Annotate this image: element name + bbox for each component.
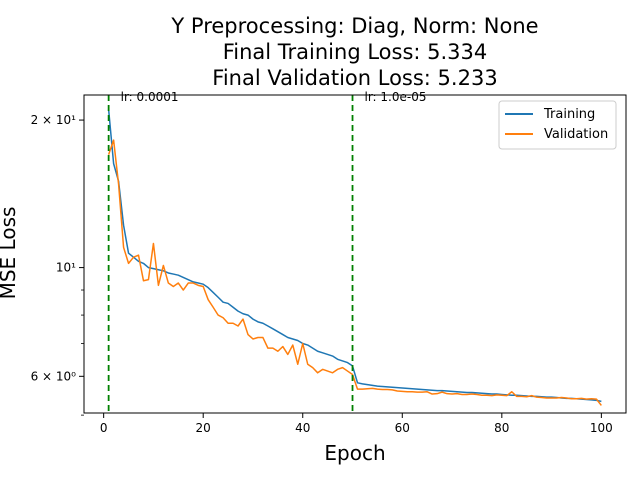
chart-legend: Training Validation [498, 100, 617, 150]
x-tick-label: 20 [196, 421, 211, 435]
y-tick-label: 6 × 10⁰ [31, 369, 77, 383]
y-axis-ticks: 6 × 10⁰ 10¹ 2 × 10¹ [31, 113, 84, 416]
x-tick-label: 60 [395, 421, 410, 435]
series-line-training [107, 109, 602, 403]
y-axis-label: MSE Loss [0, 207, 20, 300]
x-tick-label: 100 [590, 421, 613, 435]
x-axis-label: Epoch [324, 441, 385, 465]
x-tick-label: 80 [494, 421, 509, 435]
x-axis-ticks: 0 20 40 60 80 100 [100, 413, 613, 435]
y-tick-label: 10¹ [56, 261, 76, 275]
legend-label-training: Training [543, 107, 595, 122]
x-tick-label: 0 [100, 421, 108, 435]
title-line-1: Y Preprocessing: Diag, Norm: None [170, 14, 538, 38]
title-line-3: Final Validation Loss: 5.233 [212, 66, 497, 90]
lr-change-label-1: lr: 0.0001 [121, 90, 179, 104]
plot-area: lr: 0.0001 lr: 1.0e-05 [83, 90, 627, 414]
y-tick-label: 2 × 10¹ [31, 113, 77, 127]
lr-change-label-2: lr: 1.0e-05 [365, 90, 427, 104]
axes-frame [83, 94, 627, 414]
chart-title: Y Preprocessing: Diag, Norm: None Final … [170, 14, 538, 90]
x-tick-label: 40 [295, 421, 310, 435]
series-line-validation [107, 139, 602, 406]
legend-label-validation: Validation [544, 127, 608, 142]
title-line-2: Final Training Loss: 5.334 [223, 40, 488, 64]
